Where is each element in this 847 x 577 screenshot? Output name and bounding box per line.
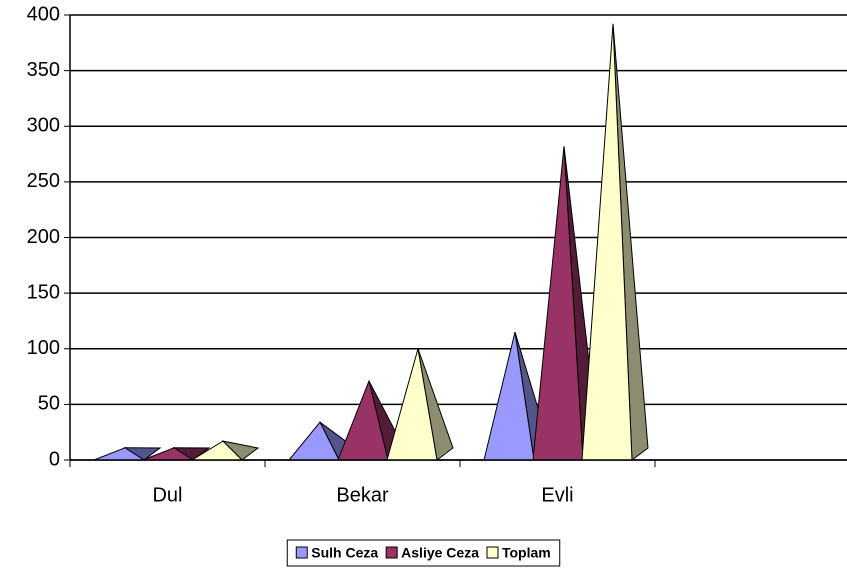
x-tick-label: Evli [541,484,573,506]
legend-label: Sulh Ceza [311,545,378,561]
x-tick-label: Dul [152,484,182,506]
y-tick-label: 250 [27,170,60,192]
legend-swatch [295,546,308,559]
legend-label: Toplam [502,545,551,561]
legend-swatch [385,546,398,559]
x-tick-label: Bekar [336,484,389,506]
legend-box [286,539,561,567]
y-tick-label: 400 [27,3,60,25]
y-tick-label: 200 [27,226,60,248]
y-tick-label: 150 [27,281,60,303]
y-tick-label: 100 [27,337,60,359]
y-tick-label: 0 [49,448,60,470]
legend: Sulh Ceza Asliye Ceza Toplam [286,539,561,567]
legend-swatch [486,546,499,559]
y-tick-label: 300 [27,115,60,137]
y-tick-label: 50 [38,393,60,415]
y-tick-label: 350 [27,59,60,81]
legend-label: Asliye Ceza [401,545,479,561]
